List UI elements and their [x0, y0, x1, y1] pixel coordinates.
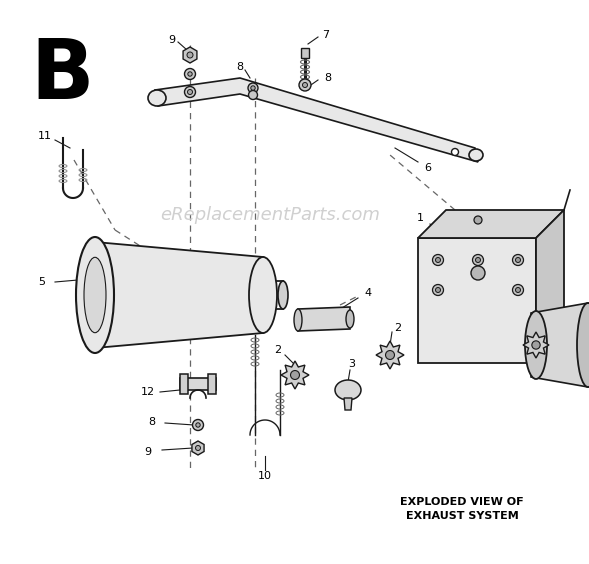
- Text: 3: 3: [349, 359, 356, 369]
- Polygon shape: [192, 441, 204, 455]
- Ellipse shape: [577, 303, 589, 387]
- Text: eReplacementParts.com: eReplacementParts.com: [160, 206, 380, 224]
- Circle shape: [471, 266, 485, 280]
- Circle shape: [303, 82, 307, 87]
- Text: 8: 8: [325, 73, 332, 83]
- Circle shape: [196, 423, 200, 427]
- Circle shape: [196, 446, 200, 451]
- Text: EXPLODED VIEW OF: EXPLODED VIEW OF: [400, 497, 524, 507]
- Circle shape: [532, 341, 540, 349]
- Circle shape: [432, 284, 444, 296]
- Polygon shape: [531, 303, 588, 387]
- Ellipse shape: [249, 257, 277, 333]
- Ellipse shape: [84, 257, 106, 333]
- Polygon shape: [523, 332, 549, 358]
- Polygon shape: [418, 238, 536, 363]
- Ellipse shape: [346, 310, 354, 328]
- Circle shape: [187, 52, 193, 58]
- Ellipse shape: [278, 281, 288, 309]
- Circle shape: [515, 258, 521, 262]
- Circle shape: [472, 254, 484, 266]
- Text: 8: 8: [148, 417, 155, 427]
- Text: 9: 9: [168, 35, 176, 45]
- Text: 2: 2: [274, 345, 282, 355]
- Circle shape: [187, 90, 193, 95]
- Circle shape: [186, 88, 194, 96]
- Circle shape: [474, 216, 482, 224]
- Ellipse shape: [148, 90, 166, 106]
- Text: 2: 2: [395, 323, 402, 333]
- Circle shape: [512, 284, 524, 296]
- Text: B: B: [30, 35, 94, 116]
- Polygon shape: [95, 242, 263, 348]
- Text: 5: 5: [38, 277, 45, 287]
- Ellipse shape: [335, 380, 361, 400]
- Circle shape: [435, 288, 441, 293]
- Circle shape: [515, 288, 521, 293]
- Ellipse shape: [294, 309, 302, 331]
- Polygon shape: [298, 307, 350, 331]
- Text: 12: 12: [141, 387, 155, 397]
- Circle shape: [248, 83, 258, 93]
- Polygon shape: [180, 378, 216, 390]
- Polygon shape: [281, 361, 309, 389]
- Circle shape: [249, 84, 257, 92]
- Polygon shape: [183, 47, 197, 63]
- Circle shape: [432, 254, 444, 266]
- Circle shape: [512, 254, 524, 266]
- Polygon shape: [180, 374, 188, 394]
- Ellipse shape: [525, 311, 547, 379]
- Circle shape: [249, 90, 257, 99]
- Text: 11: 11: [38, 131, 52, 141]
- Polygon shape: [208, 374, 216, 394]
- Text: 1: 1: [416, 213, 423, 223]
- Circle shape: [435, 258, 441, 262]
- Circle shape: [184, 68, 196, 80]
- Polygon shape: [536, 210, 564, 363]
- Circle shape: [475, 258, 481, 262]
- Circle shape: [193, 420, 204, 430]
- Circle shape: [290, 371, 299, 380]
- Ellipse shape: [76, 237, 114, 353]
- Circle shape: [452, 148, 458, 156]
- Polygon shape: [418, 210, 564, 238]
- Text: 6: 6: [425, 163, 432, 173]
- Polygon shape: [155, 78, 478, 162]
- Polygon shape: [344, 398, 352, 410]
- Text: EXHAUST SYSTEM: EXHAUST SYSTEM: [406, 511, 518, 521]
- Polygon shape: [301, 48, 309, 58]
- Circle shape: [299, 79, 311, 91]
- Text: 9: 9: [144, 447, 151, 457]
- Circle shape: [184, 86, 196, 98]
- Polygon shape: [376, 341, 404, 369]
- Circle shape: [188, 72, 192, 76]
- Circle shape: [386, 350, 395, 359]
- Text: 8: 8: [236, 62, 244, 72]
- Text: 10: 10: [258, 471, 272, 481]
- Ellipse shape: [469, 149, 483, 161]
- Circle shape: [251, 86, 255, 90]
- Text: 7: 7: [322, 30, 330, 40]
- Text: 4: 4: [365, 288, 372, 298]
